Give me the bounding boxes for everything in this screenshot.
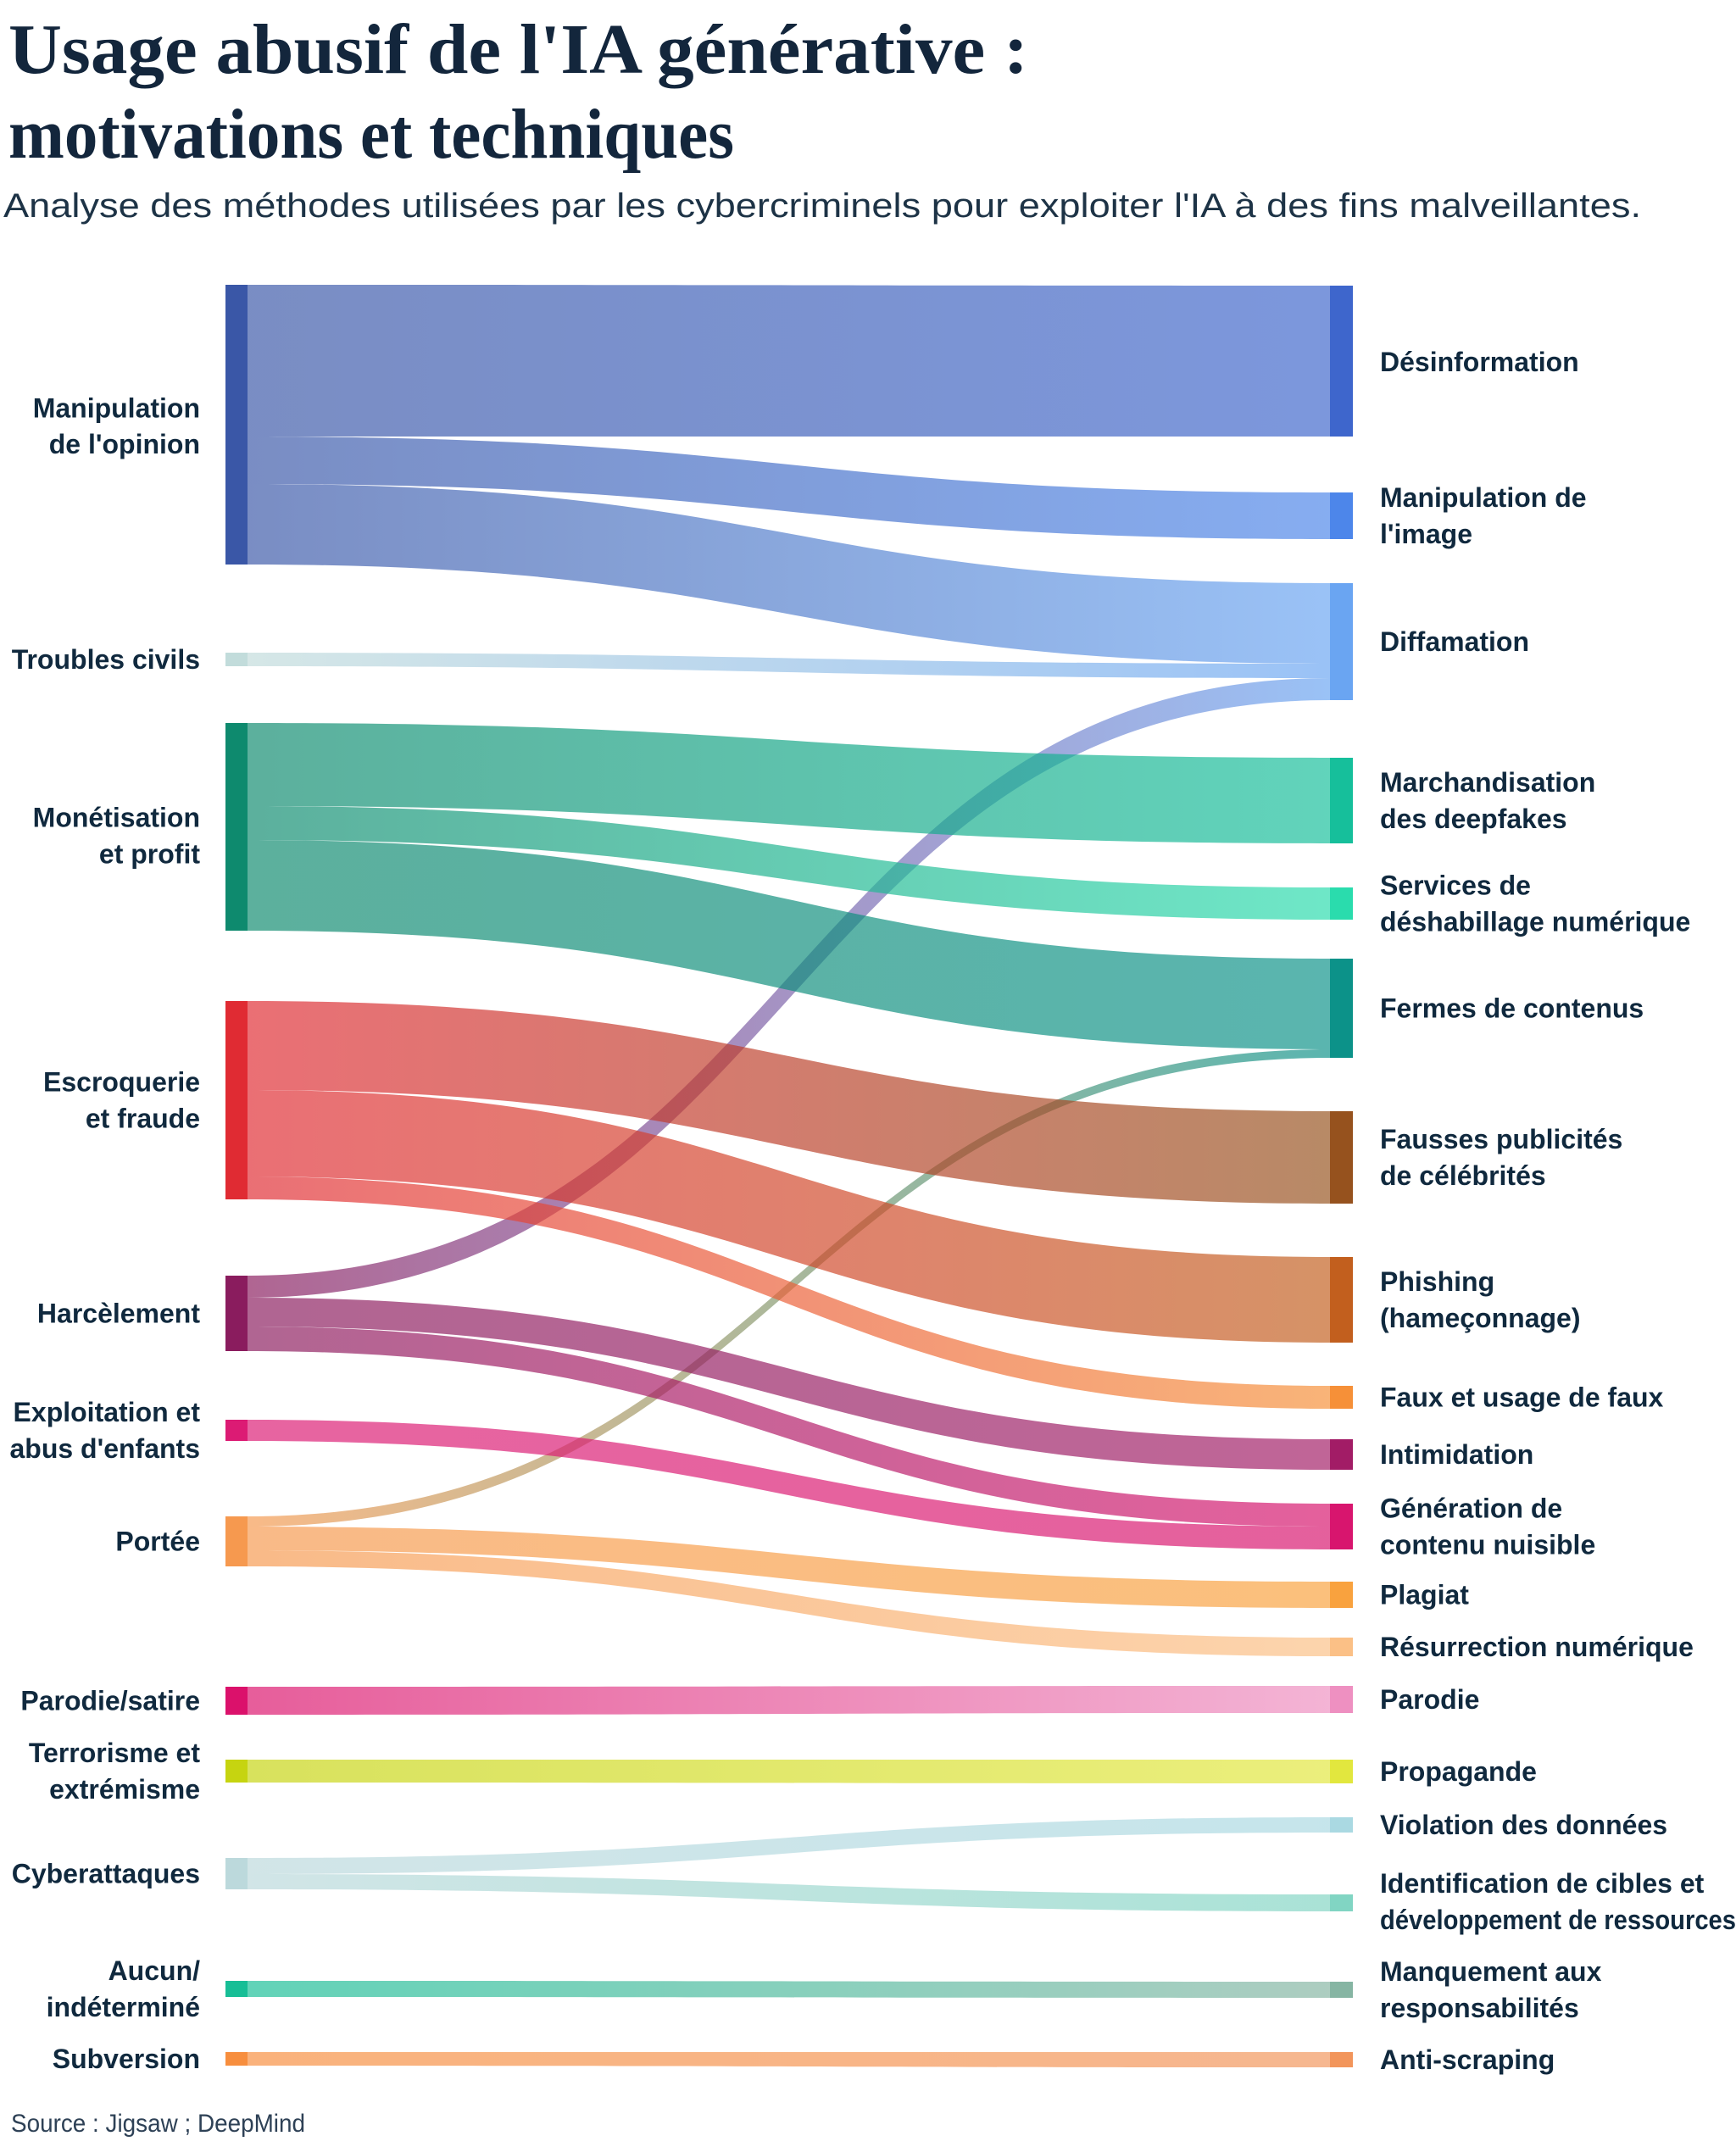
svg-text:Intimidation: Intimidation <box>1380 1439 1533 1470</box>
svg-text:Monétisation: Monétisation <box>33 803 200 833</box>
svg-text:Anti-scraping: Anti-scraping <box>1380 2044 1555 2075</box>
svg-text:l'image: l'image <box>1380 519 1472 549</box>
svg-text:Manipulation de: Manipulation de <box>1380 482 1587 513</box>
svg-text:Portée: Portée <box>115 1527 200 1557</box>
svg-text:et fraude: et fraude <box>86 1104 200 1134</box>
svg-text:Désinformation: Désinformation <box>1380 347 1579 377</box>
svg-text:abus d'enfants: abus d'enfants <box>9 1433 200 1464</box>
svg-text:Parodie/satire: Parodie/satire <box>20 1686 200 1716</box>
svg-text:Résurrection numérique: Résurrection numérique <box>1380 1632 1694 1662</box>
svg-text:des deepfakes: des deepfakes <box>1380 804 1567 834</box>
svg-text:développement de ressources: développement de ressources <box>1380 1905 1736 1935</box>
svg-text:Manquement aux: Manquement aux <box>1380 1956 1602 1987</box>
svg-text:motivations et techniques: motivations et techniques <box>8 95 734 174</box>
svg-text:indéterminé: indéterminé <box>47 1992 200 2022</box>
svg-text:Subversion: Subversion <box>53 2044 200 2074</box>
svg-text:Parodie: Parodie <box>1380 1684 1479 1715</box>
svg-text:Manipulation: Manipulation <box>33 393 200 424</box>
svg-text:Harcèlement: Harcèlement <box>37 1299 200 1329</box>
svg-text:Fausses publicités: Fausses publicités <box>1380 1124 1622 1154</box>
svg-text:de l'opinion: de l'opinion <box>49 429 200 459</box>
svg-text:Phishing: Phishing <box>1380 1266 1494 1297</box>
svg-text:Source : Jigsaw ; DeepMind: Source : Jigsaw ; DeepMind <box>11 2110 305 2138</box>
svg-text:Services de: Services de <box>1380 870 1531 901</box>
svg-text:Exploitation et: Exploitation et <box>14 1397 201 1427</box>
svg-text:Marchandisation: Marchandisation <box>1380 767 1595 798</box>
svg-text:Troubles civils: Troubles civils <box>12 644 200 675</box>
svg-text:extrémisme: extrémisme <box>49 1774 200 1805</box>
svg-text:Escroquerie: Escroquerie <box>43 1067 200 1098</box>
svg-text:contenu nuisible: contenu nuisible <box>1380 1530 1595 1560</box>
svg-text:Cyberattaques: Cyberattaques <box>12 1859 200 1889</box>
svg-text:Fermes de contenus: Fermes de contenus <box>1380 993 1644 1024</box>
svg-text:Identification de cibles et: Identification de cibles et <box>1380 1868 1705 1899</box>
svg-text:et profit: et profit <box>99 839 200 870</box>
svg-text:Usage abusif de l'IA générativ: Usage abusif de l'IA générative : <box>8 10 1028 89</box>
svg-text:Analyse des méthodes utilisées: Analyse des méthodes utilisées par les c… <box>3 187 1641 225</box>
svg-text:Diffamation: Diffamation <box>1380 626 1529 657</box>
svg-text:Propagande: Propagande <box>1380 1756 1537 1787</box>
svg-text:(hameçonnage): (hameçonnage) <box>1380 1303 1580 1333</box>
svg-text:Génération de: Génération de <box>1380 1493 1562 1524</box>
svg-text:Plagiat: Plagiat <box>1380 1580 1469 1610</box>
svg-text:déshabillage numérique: déshabillage numérique <box>1380 907 1690 937</box>
svg-text:de célébrités: de célébrités <box>1380 1160 1546 1191</box>
svg-text:Terrorisme et: Terrorisme et <box>29 1738 201 1768</box>
svg-text:Violation des données: Violation des données <box>1380 1810 1667 1840</box>
svg-text:Aucun/: Aucun/ <box>108 1955 201 1986</box>
svg-text:responsabilités: responsabilités <box>1380 1993 1579 2023</box>
svg-text:Faux et usage de faux: Faux et usage de faux <box>1380 1382 1664 1413</box>
